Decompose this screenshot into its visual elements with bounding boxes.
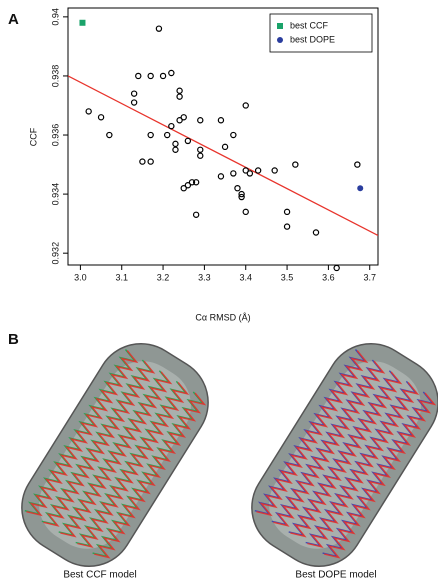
- point: [238, 193, 245, 201]
- x-tick-label: 3.0: [74, 272, 87, 282]
- x-tick-label: 3.2: [157, 272, 170, 282]
- point: [254, 167, 262, 174]
- point: [197, 152, 204, 159]
- point: [159, 72, 167, 80]
- point: [172, 140, 179, 148]
- legend-box: [269, 13, 373, 53]
- legend-label: best CCF: [290, 20, 329, 30]
- helix-trace: [60, 371, 173, 538]
- x-tick-label: 3.1: [115, 272, 128, 282]
- point: [147, 131, 154, 139]
- point: [217, 117, 225, 124]
- y-tick-label: 0.932: [50, 242, 60, 265]
- point: [180, 114, 187, 121]
- point: [155, 25, 163, 32]
- structure-renders: [21, 342, 438, 568]
- point: [221, 143, 229, 151]
- y-tick-label: 0.94: [50, 8, 60, 26]
- point: [130, 99, 138, 106]
- plot-frame: [67, 7, 379, 266]
- helix-trace: [324, 392, 437, 559]
- point: [188, 179, 196, 186]
- point: [147, 72, 154, 80]
- helix-trace: [77, 381, 190, 549]
- point: [217, 173, 225, 180]
- helix-trace: [43, 360, 156, 527]
- x-axis-label: Cα RMSD (Å): [195, 312, 250, 322]
- point: [333, 264, 340, 272]
- y-tick-label: 0.936: [50, 124, 60, 147]
- point: [172, 146, 179, 153]
- point: [292, 161, 299, 168]
- point: [230, 170, 237, 177]
- point: [242, 102, 249, 109]
- point: [197, 117, 204, 124]
- point: [176, 117, 183, 124]
- point: [246, 170, 254, 177]
- caption: Best DOPE model: [295, 570, 376, 581]
- point: [184, 182, 192, 189]
- point: [163, 131, 171, 139]
- point: [197, 146, 204, 153]
- point: [85, 108, 92, 115]
- density-map: [251, 342, 438, 568]
- helix-trace: [26, 350, 139, 517]
- x-tick-label: 3.7: [363, 272, 376, 282]
- helix-trace: [307, 381, 420, 549]
- point: [283, 208, 291, 216]
- point: [354, 161, 361, 168]
- point: [168, 69, 175, 77]
- helix-trace: [273, 360, 386, 527]
- point: [184, 137, 192, 145]
- density-map: [21, 342, 209, 568]
- y-tick-label: 0.938: [50, 65, 60, 88]
- point: [192, 179, 200, 186]
- point: [97, 114, 105, 121]
- helix-trace: [256, 350, 369, 517]
- panel-label: B: [8, 331, 19, 348]
- point: [168, 122, 175, 130]
- x-tick-label: 3.4: [239, 272, 252, 282]
- point: [106, 131, 113, 139]
- point: [242, 167, 249, 174]
- helix-trace: [94, 392, 207, 559]
- point: [277, 23, 283, 29]
- panel-label: A: [8, 11, 19, 28]
- point: [79, 19, 86, 26]
- x-tick-label: 3.5: [281, 272, 294, 282]
- point: [238, 190, 245, 198]
- x-tick-label: 3.6: [322, 272, 335, 282]
- point: [230, 131, 237, 139]
- point: [180, 184, 187, 192]
- point: [357, 185, 364, 192]
- y-axis-label: CCF: [28, 127, 38, 146]
- point: [135, 72, 142, 80]
- point: [234, 184, 241, 192]
- point: [176, 87, 183, 94]
- point: [176, 93, 183, 100]
- caption: Best CCF model: [63, 570, 136, 581]
- point: [147, 158, 154, 165]
- point: [130, 90, 138, 97]
- point: [242, 208, 249, 216]
- trend-line: [68, 75, 378, 237]
- helix-trace: [290, 371, 403, 538]
- y-tick-label: 0.934: [50, 183, 60, 206]
- point: [271, 167, 278, 174]
- point: [192, 211, 200, 218]
- point: [139, 158, 146, 165]
- point: [283, 223, 291, 230]
- point: [312, 229, 320, 236]
- point: [277, 37, 283, 43]
- x-tick-label: 3.3: [198, 272, 211, 282]
- legend-label: best DOPE: [290, 34, 335, 44]
